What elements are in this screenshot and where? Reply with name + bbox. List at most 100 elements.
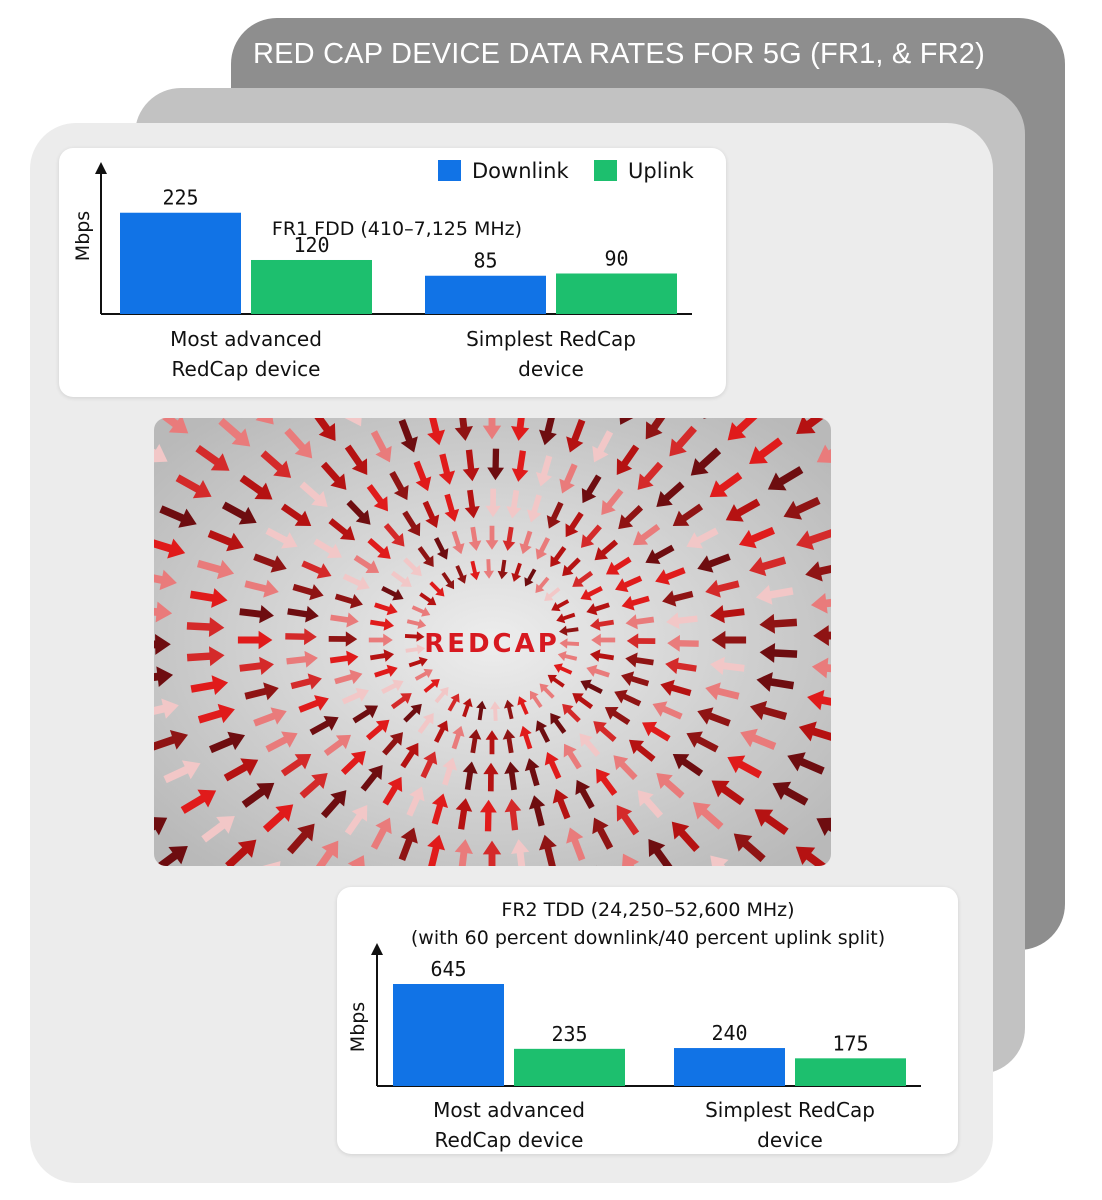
arrow-shape <box>733 833 766 863</box>
arrow-shape <box>476 700 487 721</box>
chart-title: FR2 TDD (24,250–52,600 MHz) <box>501 899 794 921</box>
arrow-shape <box>591 633 616 647</box>
data-label-downlink-2: 240 <box>711 1021 747 1045</box>
arrow-shape <box>526 494 542 523</box>
arrow-shape <box>374 664 398 678</box>
arrow-shape <box>725 498 761 522</box>
arrow-shape <box>798 721 831 743</box>
arrow-shape <box>559 638 580 649</box>
arrow-shape <box>544 752 562 780</box>
arrow-shape <box>422 500 440 528</box>
arrow-shape <box>586 664 610 678</box>
arrow-shape <box>589 618 615 631</box>
arrow-shape <box>285 628 317 646</box>
arrow-shape <box>244 579 279 598</box>
arrow-shape <box>414 668 433 681</box>
arrow-shape <box>796 418 831 434</box>
arrow-shape <box>756 672 795 692</box>
arrow-shape <box>767 466 804 491</box>
arrow-shape <box>298 695 329 713</box>
arrow-shape <box>328 631 358 647</box>
arrow-shape <box>320 461 347 490</box>
arrow-shape <box>579 733 601 757</box>
arrow-shape <box>783 496 821 520</box>
arrow-shape <box>154 418 189 434</box>
arrow-shape <box>427 418 446 446</box>
arrow-shape <box>672 753 704 777</box>
arrow-shape <box>672 503 704 527</box>
arrow-shape <box>313 840 339 866</box>
arrow-shape <box>547 674 565 688</box>
arrow-shape <box>239 474 273 500</box>
arrow-shape <box>406 618 427 629</box>
arrow-shape <box>482 418 502 440</box>
arrow-shape <box>462 761 478 791</box>
arrow-shape <box>528 795 546 827</box>
arrow-shape <box>738 526 775 549</box>
arrow-shape <box>811 657 831 679</box>
arrow-shape <box>239 605 274 624</box>
arrow-shape <box>154 846 188 866</box>
data-label-uplink-2: 90 <box>604 246 628 270</box>
arrow-shape <box>447 693 460 712</box>
arrow-shape <box>727 755 763 779</box>
arrow-shape <box>323 734 352 757</box>
arrow-shape <box>816 817 831 843</box>
bar-downlink-1 <box>120 212 241 314</box>
bar-downlink-1 <box>393 984 504 1086</box>
arrow-shape <box>360 764 383 792</box>
arrow-shape <box>589 649 615 662</box>
arrow-shape <box>451 725 465 750</box>
bar-downlink-2 <box>425 275 546 314</box>
arrow-shape <box>485 730 499 755</box>
arrow-shape <box>485 525 499 550</box>
arrow-shape <box>580 585 603 601</box>
arrow-shape <box>502 526 516 551</box>
arrow-shape <box>408 656 428 668</box>
arrow-shape <box>390 693 412 710</box>
arrow-shape <box>455 565 467 584</box>
arrow-shape <box>645 544 675 564</box>
data-label-uplink-1: 120 <box>293 233 329 257</box>
y-axis-arrow <box>95 162 107 174</box>
arrow-shape <box>197 703 235 724</box>
arrow-shape <box>175 474 212 499</box>
arrow-shape <box>581 474 602 504</box>
arrow-shape <box>462 449 480 482</box>
arrow-shape <box>346 499 371 525</box>
category-label-line: RedCap device <box>435 1128 584 1152</box>
legend-swatch-uplink <box>594 160 617 181</box>
arrow-shape <box>468 729 482 754</box>
chart-subtitle: (with 60 percent downlink/40 percent upl… <box>411 927 885 949</box>
arrow-shape <box>511 450 529 482</box>
arrow-shape <box>686 527 719 549</box>
arrow-shape <box>299 481 328 507</box>
arrow-shape <box>400 742 419 769</box>
fr1-chart-panel: Mbps FR1 FDD (410–7,125 MHz) Downlink Uplin… <box>59 148 726 397</box>
arrow-shape <box>434 687 449 704</box>
arrow-shape <box>154 634 171 655</box>
arrow-shape <box>601 488 624 516</box>
page-title: RED CAP DEVICE DATA RATES FOR 5G (FR1, &… <box>253 38 985 70</box>
arrow-shape <box>553 663 573 675</box>
arrow-shape <box>154 698 179 719</box>
arrow-shape <box>667 634 699 652</box>
arrow-shape <box>565 511 584 538</box>
arrow-shape <box>367 537 391 559</box>
arrow-shape <box>154 729 188 752</box>
arrow-shape <box>313 538 342 559</box>
arrow-shape <box>309 716 339 736</box>
arrow-shape <box>604 706 631 726</box>
arrow-shape <box>559 463 578 494</box>
arrow-shape <box>438 453 456 485</box>
arrow-shape <box>218 418 251 447</box>
arrow-shape <box>483 762 499 792</box>
arrow-shape <box>625 614 655 630</box>
arrow-shape <box>344 805 368 836</box>
arrow-shape <box>262 804 294 833</box>
arrow-shape <box>483 559 495 579</box>
arrow-shape <box>710 605 745 624</box>
arrow-shape <box>562 703 581 723</box>
arrow-shape <box>616 805 640 836</box>
arrow-shape <box>566 827 586 861</box>
